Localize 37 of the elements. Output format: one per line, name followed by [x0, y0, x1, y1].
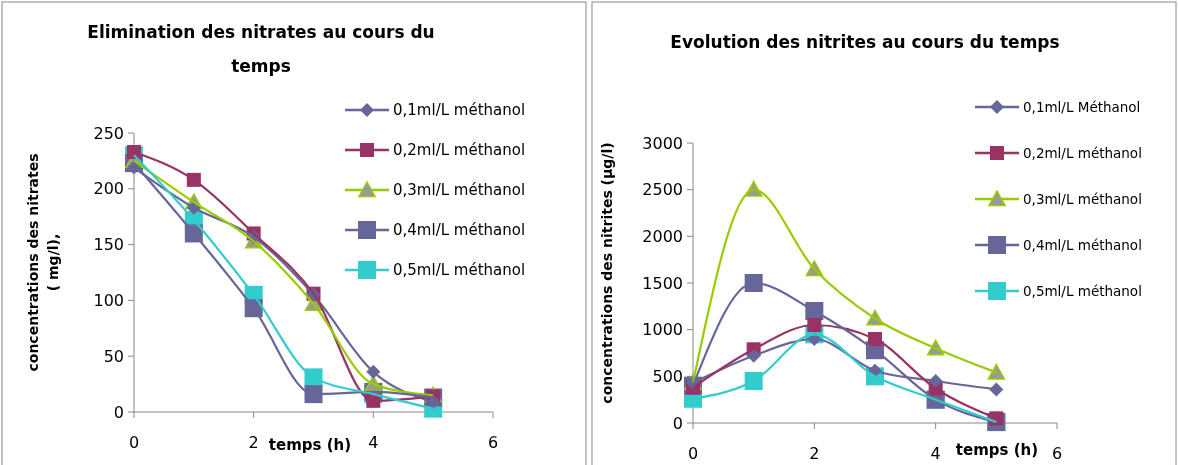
legend-label: 0,2ml/L méthanol: [1023, 144, 1142, 161]
legend-label: 0,3ml/L méthanol: [393, 181, 526, 200]
x-axis-title: temps (h): [268, 436, 352, 454]
x-tick-label: 4: [368, 433, 379, 452]
x-tick-label: 0: [687, 444, 699, 463]
legend-label: 0,4ml/L méthanol: [1023, 236, 1142, 253]
legend-label: 0,5ml/L méthanol: [1023, 282, 1142, 299]
y-tick-label: 1000: [642, 320, 683, 340]
x-tick-label: 6: [487, 433, 499, 452]
y-tick-label: 50: [103, 346, 124, 366]
y-tick-label: 0: [672, 413, 683, 433]
legend-label: 0,4ml/L méthanol: [393, 221, 526, 240]
y-axis-title: concentrations des nitrates ( mg/l),: [25, 153, 61, 372]
chart-title: Elimination des nitrates au cours du temps: [87, 22, 435, 76]
x-tick-label: 2: [809, 444, 820, 463]
y-tick-label: 1500: [642, 273, 683, 293]
legend-label: 0,2ml/L méthanol: [393, 141, 526, 160]
legend-label: 0,1ml/L Méthanol: [1023, 98, 1141, 115]
y-tick-label: 200: [93, 179, 124, 199]
x-tick-label: 0: [128, 433, 140, 452]
x-tick-label: 6: [1051, 444, 1063, 463]
y-tick-label: 0: [113, 402, 124, 422]
y-tick-label: 250: [93, 123, 124, 143]
x-tick-label: 4: [930, 444, 941, 463]
x-tick-label: 2: [248, 433, 259, 452]
y-tick-label: 150: [93, 235, 124, 255]
legend-label: 0,5ml/L méthanol: [393, 261, 526, 280]
y-tick-label: 100: [93, 291, 124, 310]
y-tick-label: 3000: [642, 133, 683, 153]
y-tick-label: 2000: [642, 226, 683, 246]
legend-label: 0,1ml/L méthanol: [393, 101, 526, 120]
y-axis-title: concentrations des nitrites (µg/l): [599, 142, 615, 404]
chart-title: Evolution des nitrites au cours du temps: [670, 32, 1060, 52]
y-tick-label: 500: [652, 366, 683, 386]
legend-label: 0,3ml/L méthanol: [1023, 190, 1142, 207]
x-axis-title: temps (h): [955, 441, 1039, 459]
y-tick-label: 2500: [642, 180, 683, 200]
